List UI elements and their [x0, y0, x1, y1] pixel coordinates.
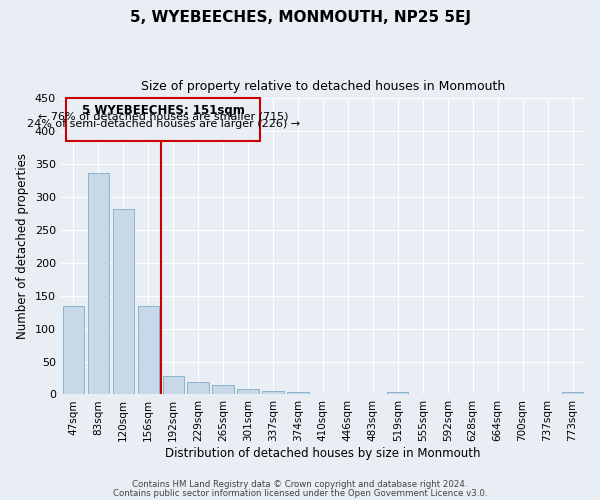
Bar [562, 392, 583, 394]
Bar [262, 390, 284, 394]
Bar [238, 388, 259, 394]
Bar [137, 306, 159, 394]
Text: 5, WYEBEECHES, MONMOUTH, NP25 5EJ: 5, WYEBEECHES, MONMOUTH, NP25 5EJ [130, 10, 470, 25]
Text: ← 76% of detached houses are smaller (715): ← 76% of detached houses are smaller (71… [38, 112, 289, 122]
Text: 24% of semi-detached houses are larger (226) →: 24% of semi-detached houses are larger (… [26, 120, 299, 130]
Bar [287, 392, 308, 394]
Bar [88, 172, 109, 394]
Bar [187, 382, 209, 394]
Text: Contains public sector information licensed under the Open Government Licence v3: Contains public sector information licen… [113, 488, 487, 498]
Y-axis label: Number of detached properties: Number of detached properties [16, 154, 29, 340]
Bar [62, 306, 84, 394]
Title: Size of property relative to detached houses in Monmouth: Size of property relative to detached ho… [141, 80, 505, 93]
Bar [212, 385, 233, 394]
Bar [113, 209, 134, 394]
X-axis label: Distribution of detached houses by size in Monmouth: Distribution of detached houses by size … [165, 447, 481, 460]
Bar [387, 392, 409, 394]
Bar [163, 376, 184, 394]
Text: Contains HM Land Registry data © Crown copyright and database right 2024.: Contains HM Land Registry data © Crown c… [132, 480, 468, 489]
Text: 5 WYEBEECHES: 151sqm: 5 WYEBEECHES: 151sqm [82, 104, 245, 118]
FancyBboxPatch shape [66, 98, 260, 141]
